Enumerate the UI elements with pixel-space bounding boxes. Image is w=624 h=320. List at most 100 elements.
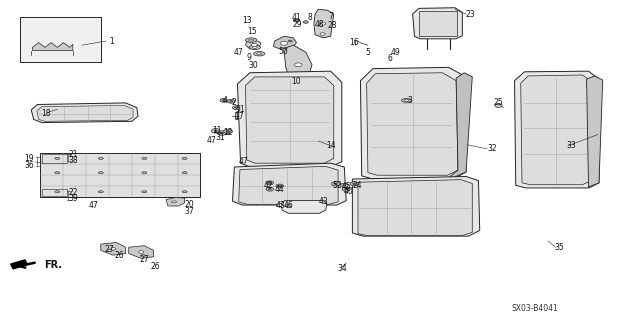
Ellipse shape: [172, 201, 177, 203]
Ellipse shape: [110, 248, 115, 250]
Ellipse shape: [268, 182, 271, 184]
Text: 19: 19: [24, 154, 34, 163]
Ellipse shape: [251, 43, 257, 46]
Polygon shape: [353, 177, 480, 236]
Ellipse shape: [280, 41, 288, 45]
Ellipse shape: [266, 187, 273, 191]
Text: 8: 8: [308, 13, 313, 22]
Ellipse shape: [142, 157, 147, 159]
Text: 25: 25: [494, 99, 503, 108]
Text: 30: 30: [249, 61, 258, 70]
Text: 40: 40: [343, 187, 353, 196]
Ellipse shape: [142, 191, 147, 193]
Ellipse shape: [350, 182, 358, 186]
Polygon shape: [284, 45, 312, 83]
Ellipse shape: [343, 185, 346, 186]
Ellipse shape: [319, 22, 326, 25]
Text: 4: 4: [223, 96, 228, 105]
Ellipse shape: [108, 249, 112, 252]
Polygon shape: [11, 260, 27, 269]
Text: 3: 3: [407, 96, 412, 105]
Text: 9: 9: [246, 53, 251, 62]
Text: 5: 5: [366, 48, 371, 57]
Ellipse shape: [248, 39, 253, 41]
Text: 35: 35: [554, 243, 564, 252]
Ellipse shape: [214, 130, 217, 132]
Text: 47: 47: [234, 48, 243, 57]
Bar: [20, 17, 101, 62]
Ellipse shape: [224, 129, 233, 134]
Polygon shape: [233, 163, 346, 205]
Text: 34: 34: [337, 264, 347, 273]
Ellipse shape: [278, 185, 281, 187]
Text: 24: 24: [353, 181, 362, 190]
Text: 50: 50: [278, 47, 288, 56]
Text: 46: 46: [283, 202, 293, 211]
Text: 51: 51: [236, 105, 245, 114]
Ellipse shape: [252, 46, 257, 48]
Polygon shape: [129, 246, 154, 258]
Text: 22: 22: [68, 188, 77, 197]
Text: 49: 49: [391, 48, 401, 57]
Ellipse shape: [218, 131, 227, 135]
Text: 15: 15: [247, 27, 256, 36]
Text: 32: 32: [487, 144, 497, 153]
Polygon shape: [281, 201, 327, 213]
Ellipse shape: [212, 129, 220, 133]
Ellipse shape: [320, 33, 325, 35]
Ellipse shape: [222, 100, 225, 101]
Text: 42: 42: [264, 181, 273, 190]
Polygon shape: [358, 180, 472, 236]
Ellipse shape: [331, 182, 339, 186]
Polygon shape: [314, 9, 334, 38]
Polygon shape: [273, 36, 296, 49]
Bar: [42, 154, 67, 163]
Ellipse shape: [142, 172, 147, 174]
Text: 27: 27: [104, 245, 114, 254]
Text: FR.: FR.: [44, 260, 62, 270]
Text: 36: 36: [24, 161, 34, 170]
Text: 11: 11: [212, 126, 222, 135]
Polygon shape: [449, 73, 472, 178]
Text: 45: 45: [341, 182, 351, 191]
Text: 14: 14: [326, 141, 336, 150]
Text: 20: 20: [184, 200, 194, 209]
Text: 6: 6: [388, 54, 392, 63]
Ellipse shape: [401, 99, 411, 102]
Polygon shape: [587, 76, 603, 187]
Ellipse shape: [99, 172, 103, 174]
Ellipse shape: [141, 255, 145, 257]
Ellipse shape: [404, 99, 409, 101]
Polygon shape: [37, 105, 133, 121]
Ellipse shape: [344, 188, 348, 190]
Text: 17: 17: [235, 112, 244, 121]
Polygon shape: [521, 75, 592, 185]
Ellipse shape: [277, 204, 283, 206]
Polygon shape: [31, 103, 138, 123]
Text: 12: 12: [223, 128, 232, 137]
Ellipse shape: [295, 63, 302, 67]
Bar: [419, 11, 457, 36]
Text: 13: 13: [242, 16, 251, 25]
Ellipse shape: [99, 191, 103, 193]
Ellipse shape: [303, 21, 308, 23]
Ellipse shape: [249, 45, 260, 50]
Text: 27: 27: [139, 255, 149, 264]
Ellipse shape: [220, 99, 228, 102]
Text: SX03-B4041: SX03-B4041: [511, 304, 558, 313]
Text: 48: 48: [314, 20, 324, 29]
Text: 52: 52: [332, 181, 342, 190]
Ellipse shape: [253, 52, 265, 56]
Text: 28: 28: [327, 21, 336, 30]
Ellipse shape: [256, 53, 261, 55]
Ellipse shape: [233, 106, 240, 109]
Ellipse shape: [276, 184, 283, 188]
Text: 2: 2: [232, 98, 236, 107]
Ellipse shape: [286, 204, 291, 207]
Text: 18: 18: [41, 108, 51, 117]
Text: 1: 1: [110, 36, 114, 45]
Ellipse shape: [353, 183, 356, 185]
Text: 26: 26: [150, 262, 160, 271]
Text: 37: 37: [184, 207, 194, 216]
Text: 43: 43: [276, 202, 286, 211]
